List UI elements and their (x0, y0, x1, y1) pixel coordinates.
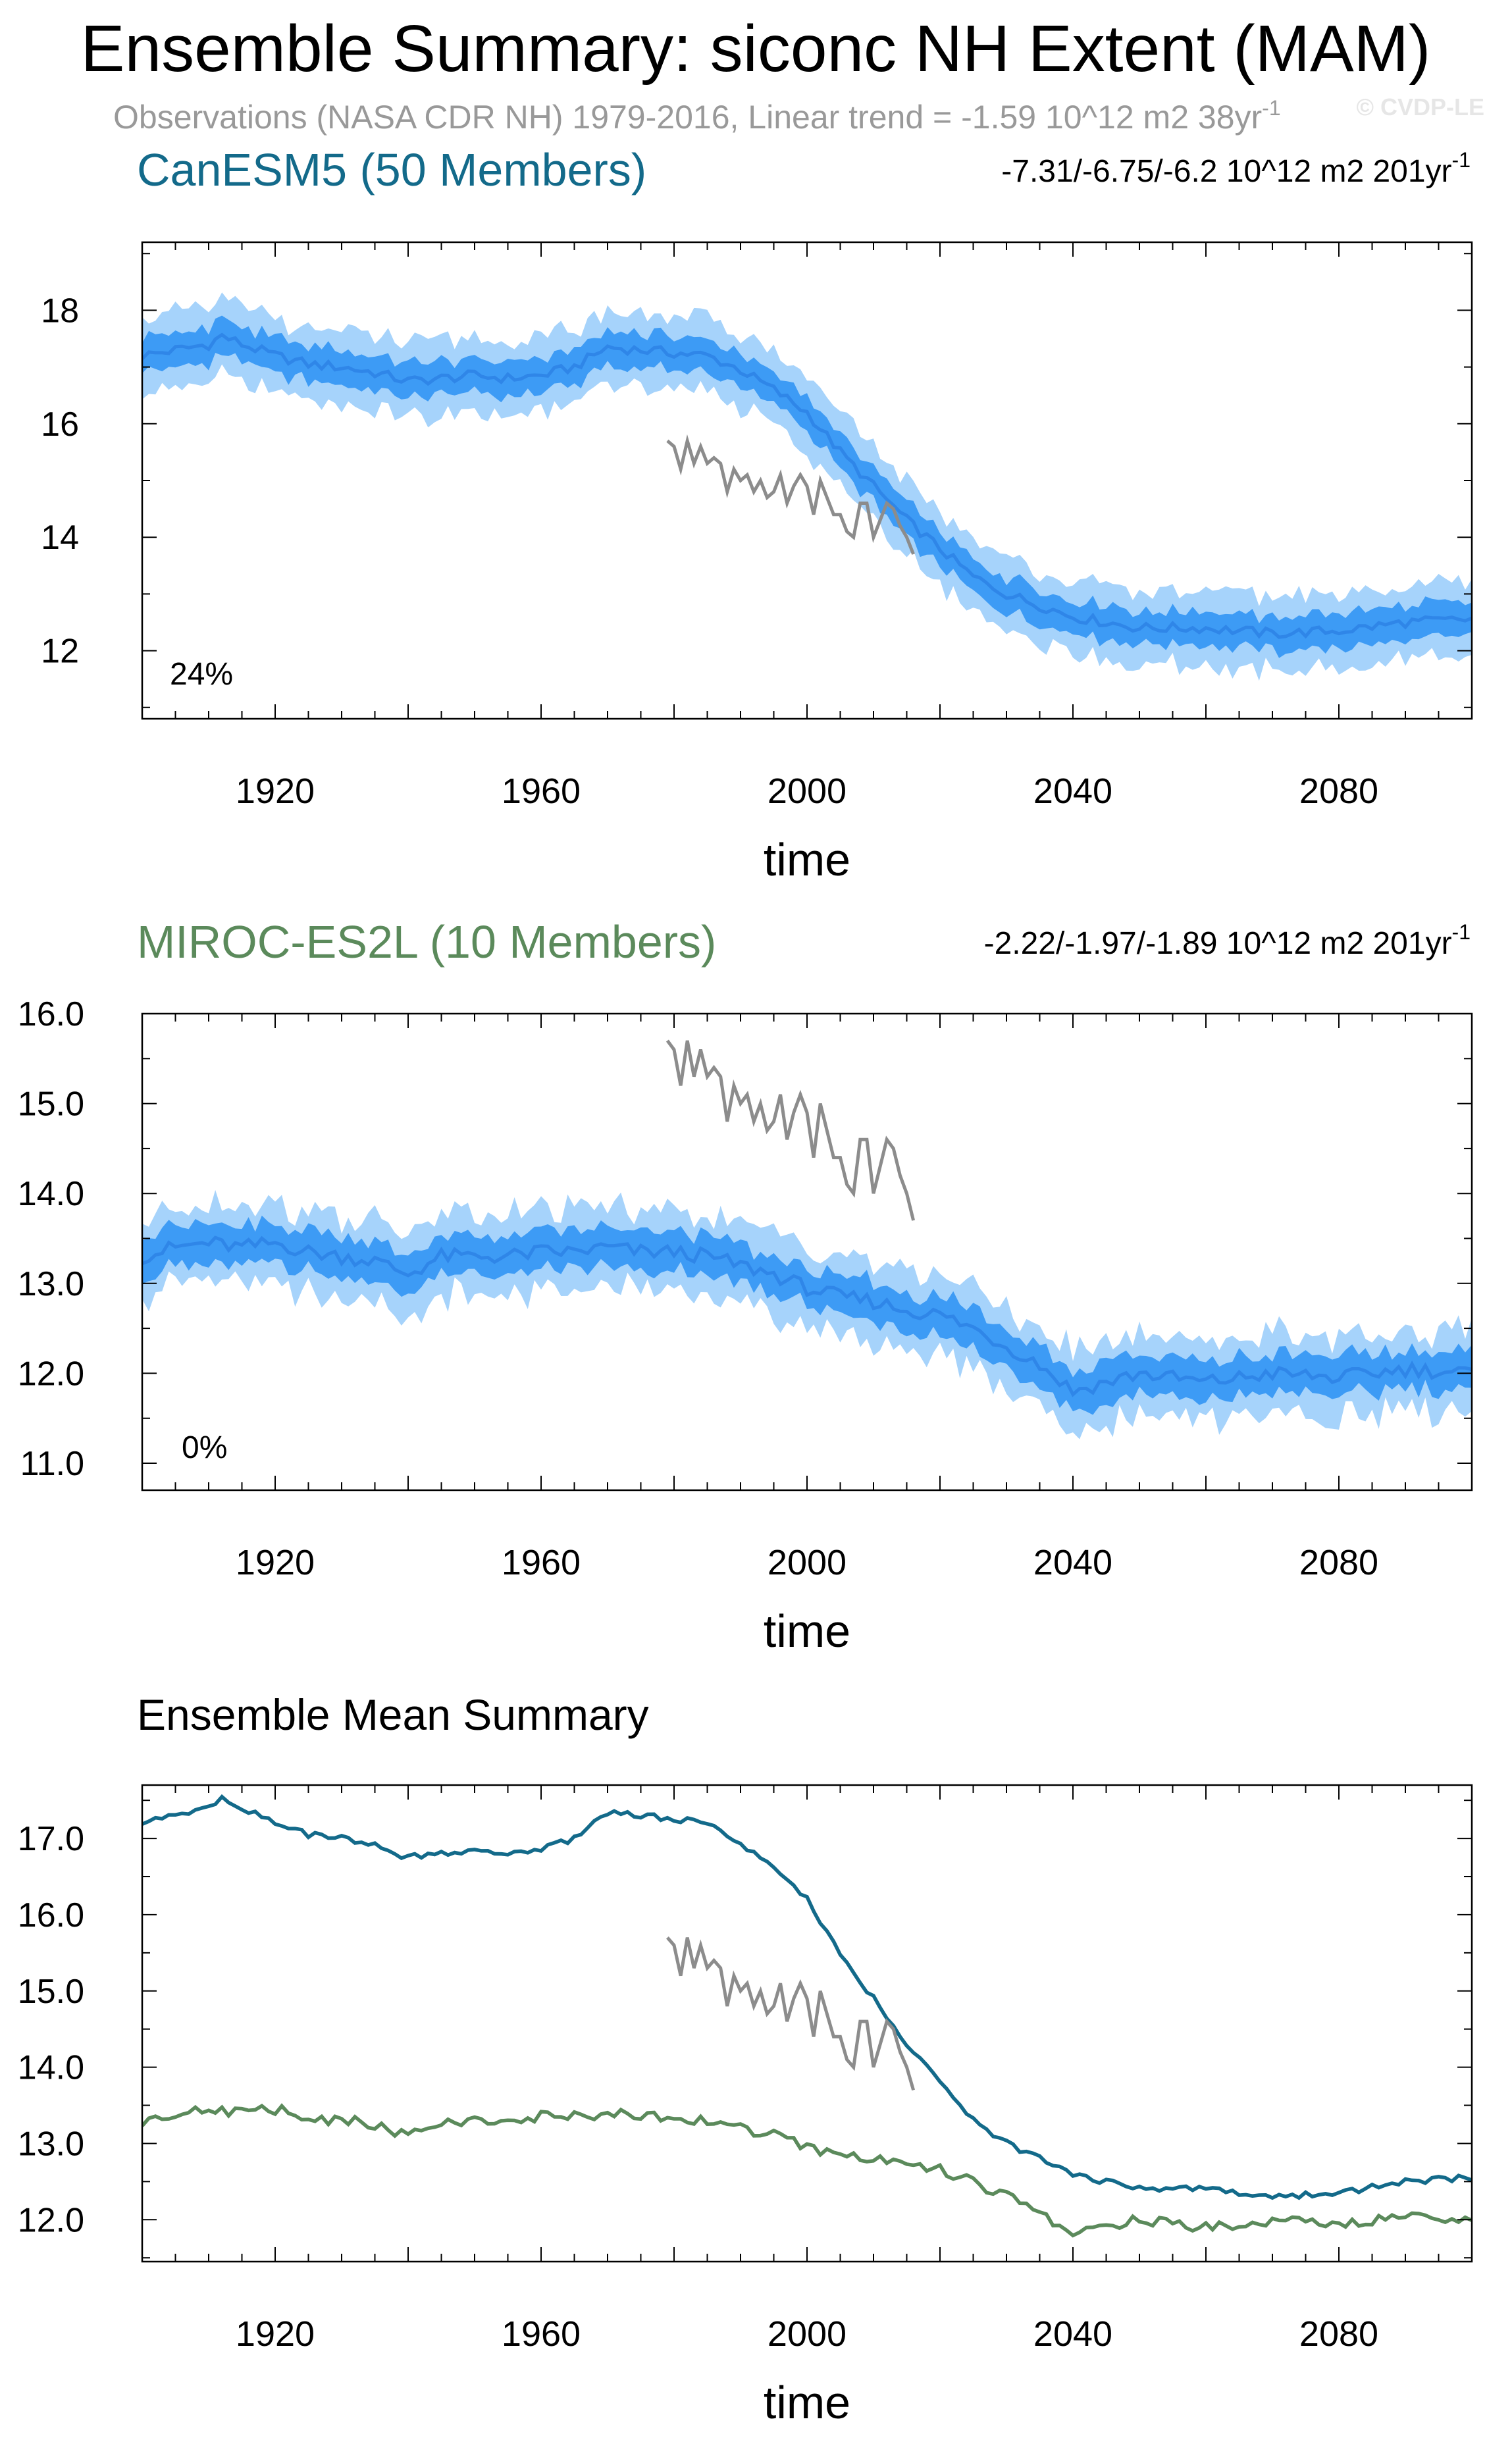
figure-title: Ensemble Summary: siconc NH Extent (MAM) (81, 12, 1431, 86)
panel-title-canesm: CanESM5 (50 Members) (137, 144, 646, 195)
panels: CanESM5 (50 Members) -7.31/-6.75/-6.2 10^… (18, 144, 1473, 2428)
percent-label: 0% (182, 1430, 227, 1465)
x-tick-label: 1920 (236, 771, 315, 811)
y-tick-label: 13.0 (18, 1265, 84, 1303)
panel-trend-miroc: -2.22/-1.97/-1.89 10^12 m2 201yr-1 (984, 920, 1471, 961)
y-tick-label: 12 (41, 633, 79, 671)
observations-line (665, 1039, 916, 1221)
plot-area-summary (142, 1794, 1472, 2238)
panel-trend-canesm: -7.31/-6.75/-6.2 10^12 m2 201yr-1 (1001, 148, 1471, 189)
y-tick-label: 13.0 (18, 2125, 84, 2163)
obs-trend-text: Observations (NASA CDR NH) 1979-2016, Li… (113, 99, 1262, 136)
plot-area-miroc (142, 1039, 1472, 1440)
ensemble-inner-band (142, 1215, 1472, 1415)
y-tick-label: 16 (41, 405, 79, 444)
y-tick-label: 16.0 (18, 995, 84, 1033)
panel-miroc: MIROC-ES2L (10 Members) -2.22/-1.97/-1.89… (18, 916, 1473, 1657)
y-tick-label: 12.0 (18, 1355, 84, 1393)
obs-trend-sup: -1 (1262, 96, 1280, 120)
x-tick-label: 2080 (1299, 771, 1378, 811)
panel-summary: Ensemble Mean Summary 1920 1960 2000 2040 208… (18, 1690, 1473, 2428)
x-tick-label: 1960 (502, 2314, 581, 2354)
panel-title-summary: Ensemble Mean Summary (137, 1690, 649, 1739)
x-axis-label: time (764, 834, 850, 885)
panel-title-miroc: MIROC-ES2L (10 Members) (137, 916, 716, 968)
panel-trend-text: -7.31/-6.75/-6.2 10^12 m2 201yr (1001, 154, 1451, 189)
panel-trend-sup: -1 (1452, 148, 1471, 172)
x-tick-label: 1920 (236, 1543, 315, 1582)
panel-trend-text: -2.22/-1.97/-1.89 10^12 m2 201yr (984, 926, 1452, 961)
ensemble-mean-line (142, 332, 1472, 639)
y-tick-label: 11.0 (20, 1445, 84, 1483)
x-tick-label: 1960 (502, 1543, 581, 1582)
x-axis-label: time (764, 1605, 850, 1657)
x-tick-label: 2080 (1299, 1543, 1378, 1582)
x-tick-label: 2040 (1033, 2314, 1112, 2354)
series-line-miroc-es2l (142, 2103, 1472, 2238)
y-tick-label: 14.0 (18, 2049, 84, 2087)
y-tick-label: 18 (41, 292, 79, 330)
panel-trend-sup: -1 (1452, 920, 1471, 944)
y-tick-label: 15.0 (18, 1085, 84, 1124)
y-tick-label: 16.0 (18, 1896, 84, 1934)
ensemble-mean-line (142, 1235, 1472, 1397)
percent-label: 24% (170, 657, 233, 692)
x-tick-label: 2000 (768, 771, 847, 811)
y-tick-label: 15.0 (18, 1973, 84, 2011)
observations-line (666, 1936, 916, 2091)
watermark: © CVDP-LE (1356, 93, 1484, 120)
observations-line (666, 434, 915, 555)
ensemble-inner-band (142, 315, 1472, 658)
x-tick-label: 1960 (502, 771, 581, 811)
y-tick-label: 17.0 (18, 1820, 84, 1858)
x-axis-label: time (764, 2377, 850, 2428)
panel-canesm: CanESM5 (50 Members) -7.31/-6.75/-6.2 10^… (41, 144, 1473, 885)
x-tick-label: 2040 (1033, 771, 1112, 811)
y-tick-label: 14.0 (18, 1175, 84, 1213)
plot-area-canesm (142, 292, 1472, 681)
ensemble-outer-band (142, 292, 1472, 681)
x-tick-label: 2080 (1299, 2314, 1378, 2354)
y-tick-label: 12.0 (18, 2201, 84, 2239)
x-tick-label: 2000 (768, 2314, 847, 2354)
x-tick-label: 2040 (1033, 1543, 1112, 1582)
series-line-canesm5 (142, 1794, 1472, 2200)
obs-trend-line: Observations (NASA CDR NH) 1979-2016, Li… (113, 96, 1281, 136)
x-tick-label: 2000 (768, 1543, 847, 1582)
x-tick-label: 1920 (236, 2314, 315, 2354)
y-tick-label: 14 (41, 519, 79, 557)
